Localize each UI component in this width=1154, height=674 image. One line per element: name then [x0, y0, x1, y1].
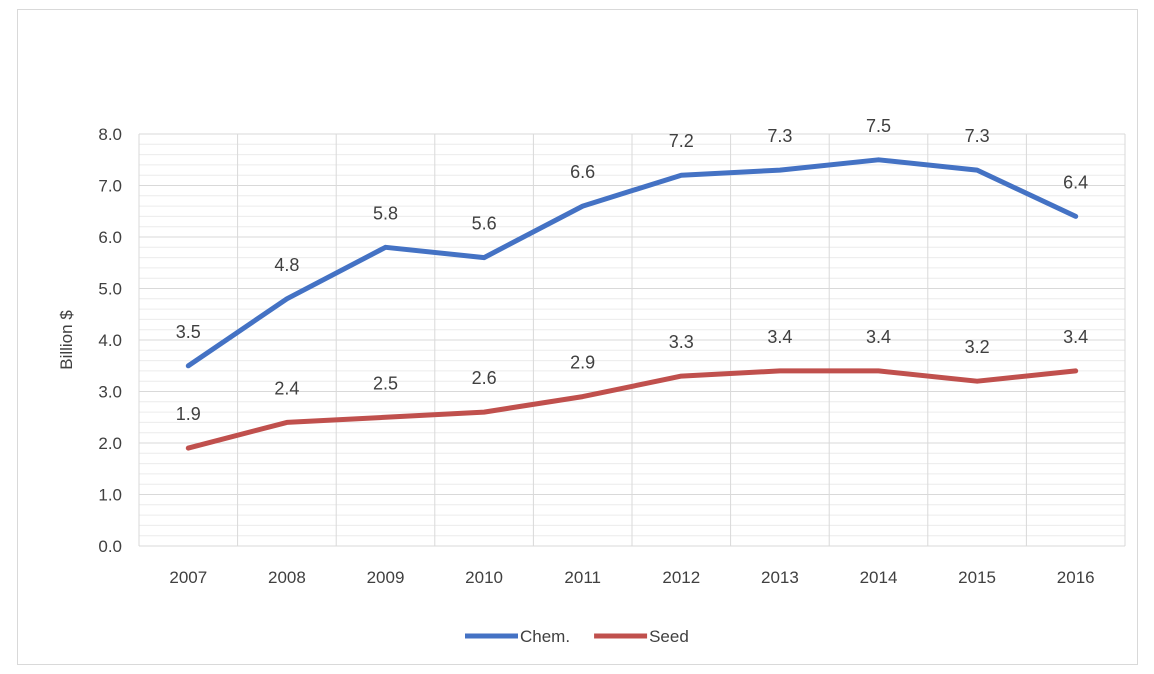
y-axis-title: Billion $ [57, 310, 76, 370]
chart-frame [17, 9, 1138, 665]
data-label: 6.6 [570, 162, 595, 182]
legend-label: Chem. [520, 627, 570, 646]
y-tick-label: 8.0 [98, 125, 122, 144]
data-label: 2.6 [472, 368, 497, 388]
y-tick-label: 5.0 [98, 280, 122, 299]
data-label: 3.5 [176, 322, 201, 342]
data-label: 3.2 [965, 337, 990, 357]
y-tick-label: 0.0 [98, 537, 122, 556]
x-tick-label: 2016 [1057, 568, 1095, 587]
major-gridlines [138, 133, 1126, 547]
data-labels: 3.5 4.8 5.8 5.6 6.6 7.2 7.3 7.5 7.3 6.4 1.9 2.4 2.5 2… [176, 116, 1088, 424]
x-tick-label: 2014 [860, 568, 898, 587]
data-label: 4.8 [274, 255, 299, 275]
legend: Chem. Seed [465, 627, 689, 646]
x-tick-label: 2009 [367, 568, 405, 587]
x-tick-label: 2015 [958, 568, 996, 587]
data-label: 3.4 [767, 327, 792, 347]
data-label: 5.6 [472, 214, 497, 234]
data-label: 3.4 [866, 327, 891, 347]
data-label: 7.5 [866, 116, 891, 136]
x-tick-label: 2012 [662, 568, 700, 587]
y-tick-label: 7.0 [98, 177, 122, 196]
data-label: 2.9 [570, 353, 595, 373]
x-tick-label: 2008 [268, 568, 306, 587]
x-tick-label: 2011 [564, 568, 601, 587]
series-lines [185, 157, 1079, 451]
x-axis-tick-labels: 2007 2008 2009 2010 2011 2012 2013 2014 2015 2016 [169, 568, 1094, 587]
series-line-chem [185, 157, 1079, 369]
x-tick-label: 2007 [169, 568, 207, 587]
data-label: 2.5 [373, 373, 398, 393]
y-axis-tick-labels: 0.0 1.0 2.0 3.0 4.0 5.0 6.0 7.0 8.0 [98, 125, 122, 556]
data-label: 5.8 [373, 203, 398, 223]
y-tick-label: 1.0 [98, 486, 122, 505]
data-label: 3.4 [1063, 327, 1088, 347]
x-tick-label: 2010 [465, 568, 503, 587]
series-line-seed [185, 368, 1079, 451]
x-tick-label: 2013 [761, 568, 799, 587]
data-label: 7.2 [669, 131, 694, 151]
data-label: 3.3 [669, 332, 694, 352]
data-label: 1.9 [176, 404, 201, 424]
data-label: 7.3 [965, 126, 990, 146]
legend-label: Seed [649, 627, 689, 646]
y-tick-label: 2.0 [98, 434, 122, 453]
y-tick-label: 3.0 [98, 383, 122, 402]
data-label: 7.3 [767, 126, 792, 146]
y-tick-label: 6.0 [98, 228, 122, 247]
y-tick-label: 4.0 [98, 331, 122, 350]
data-label: 6.4 [1063, 172, 1088, 192]
data-label: 2.4 [274, 378, 299, 398]
